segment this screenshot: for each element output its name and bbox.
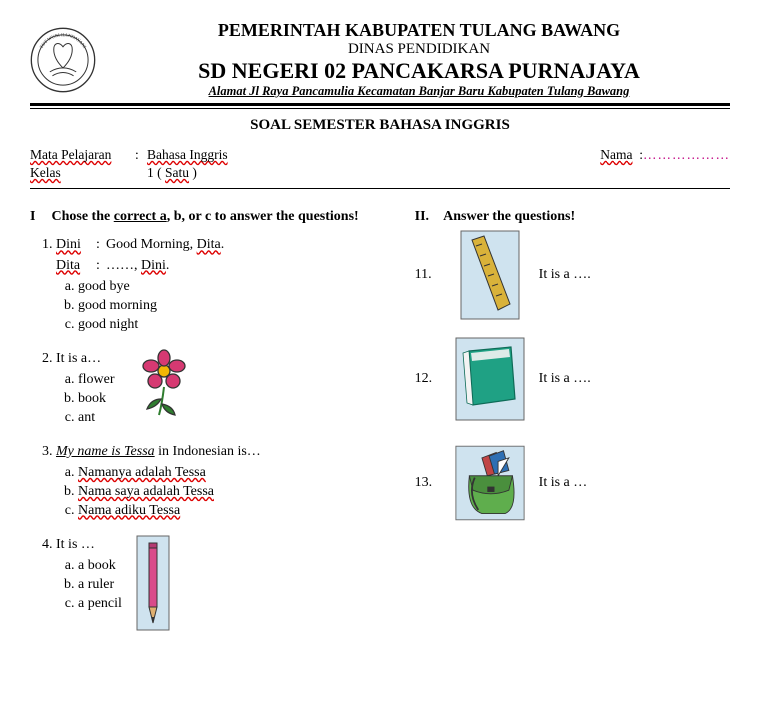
exam-title: SOAL SEMESTER BAHASA INGGRIS <box>30 117 730 134</box>
ruler-icon <box>455 235 525 315</box>
q3-opt-a: Namanya adalah Tessa <box>78 464 393 483</box>
q1-line1-c: . <box>221 237 225 252</box>
q1-options: good bye good morning good night <box>56 278 393 335</box>
q12-text: It is a …. <box>539 371 591 387</box>
subject-value: Bahasa Inggris <box>147 146 228 164</box>
meta-rule <box>30 188 730 189</box>
q11-num: 11. <box>415 267 441 283</box>
flower-icon <box>129 349 199 419</box>
school-address: Alamat Jl Raya Pancamulia Kecamatan Banj… <box>108 84 730 99</box>
q4-stem: It is … <box>56 535 122 555</box>
q3-stem-rest: in Indonesian is… <box>155 444 261 459</box>
q3-opt-b: Nama saya adalah Tessa <box>78 483 393 502</box>
q1-opt-c: good night <box>78 316 393 335</box>
section-1: I Chose the correct a, b, or c to answer… <box>30 205 393 644</box>
q13-text: It is a … <box>539 475 588 491</box>
q4-opt-a: a book <box>78 557 122 576</box>
q1-opt-a: good bye <box>78 278 393 297</box>
pencil-icon <box>136 535 170 631</box>
name-colon: : <box>636 147 643 162</box>
question-13: 13. It is a … <box>415 443 730 523</box>
section-1-title-a: Chose the <box>52 209 114 224</box>
section-1-title-u: correct a <box>114 209 167 224</box>
section-1-heading: I Chose the correct a, b, or c to answer… <box>30 209 393 225</box>
q1-opt-b: good morning <box>78 297 393 316</box>
q2-opt-a: flower <box>78 371 115 390</box>
section-2-heading: II. Answer the questions! <box>415 209 730 225</box>
question-3: My name is Tessa in Indonesian is… Naman… <box>56 442 393 521</box>
gov-line-1: PEMERINTAH KABUPATEN TULANG BAWANG <box>108 20 730 41</box>
meta-subject: Mata Pelajaran : Bahasa Inggris <box>30 146 228 164</box>
question-list: Dini : Good Morning, Dita. Dita : ……, Di… <box>30 235 393 630</box>
q1-line2-b: Dini <box>141 258 166 273</box>
q3-options: Namanya adalah Tessa Nama saya adalah Te… <box>56 464 393 521</box>
q1-speaker-2: Dita <box>56 256 96 276</box>
class-value-c: ) <box>189 165 197 180</box>
header-rule <box>30 103 730 109</box>
letterhead: TUT WURI HANDAYANI PEMERINTAH KABUPATEN … <box>30 20 730 99</box>
section-2-title: Answer the questions! <box>443 209 575 224</box>
q2-options: flower book ant <box>56 371 115 428</box>
meta-class: Kelas 1 ( Satu ) <box>30 164 228 182</box>
school-name: SD NEGERI 02 PANCAKARSA PURNAJAYA <box>108 58 730 84</box>
section-1-title-b: , b, or c to answer the questions! <box>167 209 359 224</box>
q2-opt-c: ant <box>78 409 115 428</box>
q2-stem: It is a… <box>56 349 115 369</box>
name-label: Nama <box>600 147 632 162</box>
question-12: 12. It is a …. <box>415 339 730 419</box>
q12-num: 12. <box>415 371 441 387</box>
question-4: It is … a book a ruler a pencil <box>56 535 393 631</box>
class-value-a: 1 ( <box>147 165 165 180</box>
question-2: It is a… flower book ant <box>56 349 393 428</box>
question-11: 11. It is a …. <box>415 235 730 315</box>
book-icon <box>455 339 525 419</box>
class-value-b: Satu <box>165 165 189 180</box>
q1-line2-a: ……, <box>106 258 141 273</box>
gov-line-2: DINAS PENDIDIKAN <box>108 41 730 58</box>
section-2: II. Answer the questions! 11. <box>415 205 730 644</box>
q3-stem-italic: My name is Tessa <box>56 444 155 459</box>
q3-opt-c: Nama adiku Tessa <box>78 502 393 521</box>
q2-opt-b: book <box>78 390 115 409</box>
class-label: Kelas <box>30 164 135 182</box>
q1-line1-b: Dita <box>197 237 221 252</box>
subject-label: Mata Pelajaran <box>30 146 135 164</box>
q1-line2-c: . <box>166 258 170 273</box>
q1-speaker-1: Dini <box>56 235 96 255</box>
q11-text: It is a …. <box>539 267 591 283</box>
name-blank: ……………… <box>643 147 730 162</box>
q4-opt-b: a ruler <box>78 576 122 595</box>
q4-options: a book a ruler a pencil <box>56 557 122 614</box>
backpack-icon <box>455 443 525 523</box>
q13-num: 13. <box>415 475 441 491</box>
section-1-num: I <box>30 209 48 225</box>
q1-line1-a: Good Morning, <box>106 237 197 252</box>
letterhead-text: PEMERINTAH KABUPATEN TULANG BAWANG DINAS… <box>108 20 730 99</box>
section-2-num: II. <box>415 209 433 225</box>
q4-opt-c: a pencil <box>78 595 122 614</box>
exam-meta: Mata Pelajaran : Bahasa Inggris Kelas 1 … <box>30 146 730 182</box>
content-columns: I Chose the correct a, b, or c to answer… <box>30 205 730 644</box>
logo-svg: TUT WURI HANDAYANI <box>30 27 96 93</box>
agency-logo: TUT WURI HANDAYANI <box>30 27 96 93</box>
question-1: Dini : Good Morning, Dita. Dita : ……, Di… <box>56 235 393 334</box>
